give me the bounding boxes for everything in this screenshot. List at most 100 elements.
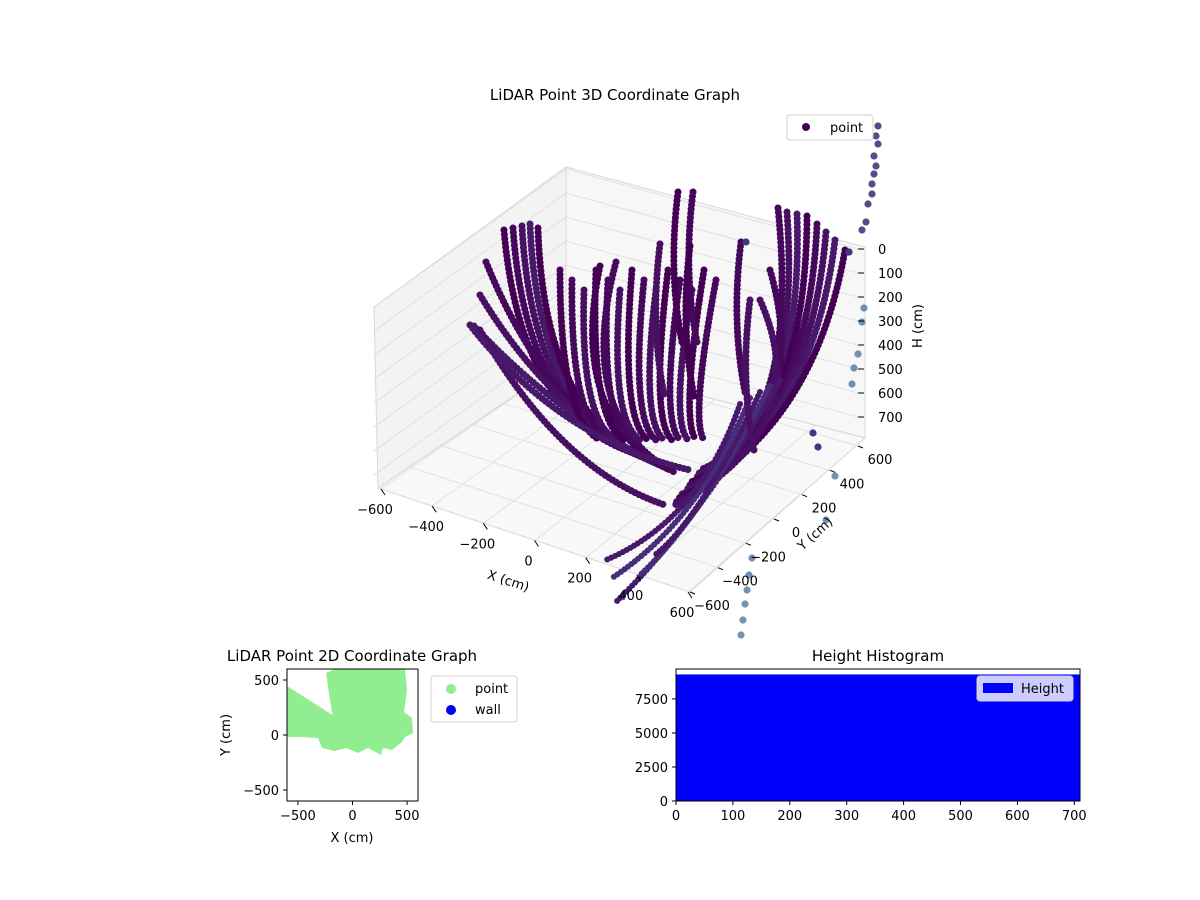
outlier-point <box>743 586 751 594</box>
y-tick-label-3d: 200 <box>812 502 837 517</box>
x-axis-label-2d: X (cm) <box>331 831 374 846</box>
outlier-point <box>845 248 853 256</box>
plot-frame-histogram <box>675 668 1081 802</box>
x-tick-label-hist: 100 <box>720 809 745 824</box>
y-grid-3d <box>503 402 803 496</box>
outlier-point <box>739 616 747 624</box>
point-curve <box>670 188 686 346</box>
x-tick-label-hist: 700 <box>1062 809 1087 824</box>
y-tick-label-hist: 0 <box>660 795 668 810</box>
y-tick-label-hist: 2500 <box>635 761 668 776</box>
legend-point-marker <box>802 123 810 131</box>
x-tick-mark-3d <box>431 505 437 513</box>
x-tick-mark-3d <box>687 591 693 599</box>
z-axis-3d: 0 100 200 300 400 500 600 700 <box>858 243 903 426</box>
legend-3d: point <box>786 114 874 141</box>
point-curve <box>580 286 620 444</box>
y-axis-label-3d: Y (cm) <box>794 515 836 555</box>
outlier-point <box>854 350 862 358</box>
outlier-point <box>741 600 749 608</box>
outlier-point <box>870 152 878 160</box>
y-tick-label-3d: 0 <box>792 526 800 541</box>
outlier-point <box>831 472 839 480</box>
x-tick-label-hist: 200 <box>777 809 802 824</box>
x-tick-label-2d: −500 <box>280 809 316 824</box>
z-tick-label-3d: 300 <box>878 315 903 330</box>
y-tick-mark-3d <box>689 591 696 595</box>
z-tick-label-3d: 400 <box>878 339 903 354</box>
legend-wall-marker-2d <box>446 705 456 715</box>
x-tick-mark-3d <box>585 557 591 564</box>
z-grid-3d <box>373 168 567 308</box>
chart-2d: LiDAR Point 2D Coordinate Graph −500 0 500… <box>219 647 518 846</box>
outlier-point <box>868 190 876 198</box>
z-tick-label-3d: 100 <box>878 267 903 282</box>
outlier-point <box>870 170 878 178</box>
outlier-point <box>858 226 866 234</box>
outlier-point <box>874 140 882 148</box>
axes-histogram: 0 100 200 300 400 500 600 700 0 2500 5000 7500 <box>635 693 1087 824</box>
point-curve <box>624 266 652 444</box>
chart-3d: LiDAR Point 3D Coordinate Graph −600 −400… <box>357 86 926 639</box>
x-tick-label-3d: −600 <box>357 503 393 518</box>
y-tick-mark-3d <box>717 567 724 571</box>
point-curve <box>695 276 720 444</box>
y-tick-mark-3d <box>801 494 808 498</box>
outlier-point <box>737 631 745 639</box>
point-curve <box>742 296 758 454</box>
y-tick-label-hist: 7500 <box>635 693 668 708</box>
outlier-point <box>748 554 756 562</box>
legend-histogram: Height <box>976 675 1074 702</box>
y-tick-label-3d: −200 <box>750 550 786 565</box>
x-tick-mark-3d <box>636 574 642 582</box>
chart-histogram: Height Histogram 0 100 200 300 400 500 600 7000… <box>635 647 1087 824</box>
z-axis-label-3d: H (cm) <box>911 304 926 348</box>
y-tick-mark-3d <box>773 518 780 522</box>
outlier-point <box>872 132 880 140</box>
x-tick-label-3d: −200 <box>459 537 495 552</box>
x-axis-3d: −600 −400 −200 0 200 400 600 <box>357 488 695 621</box>
z-tick-label-3d: 500 <box>878 363 903 378</box>
y-tick-label-2d: 0 <box>271 729 279 744</box>
point-curve <box>682 242 698 400</box>
chart-3d-title: LiDAR Point 3D Coordinate Graph <box>490 86 740 104</box>
x-tick-label-3d: 0 <box>524 555 532 570</box>
legend-point-label-2d: point <box>475 682 508 697</box>
y-tick-label-2d: 500 <box>254 674 279 689</box>
outlier-point <box>848 380 856 388</box>
outlier-point <box>850 364 858 372</box>
y-grid-3d <box>440 445 747 544</box>
x-axis-label-3d: X (cm) <box>485 568 531 596</box>
x-tick-label-hist: 0 <box>672 809 680 824</box>
z-tick-label-3d: 0 <box>878 243 886 258</box>
legend-point-label: point <box>830 121 863 136</box>
x-tick-mark-3d <box>482 523 488 530</box>
outlier-point <box>822 516 830 524</box>
point-curve <box>635 276 660 444</box>
y-grid-3d <box>471 424 775 520</box>
histogram-title: Height Histogram <box>812 647 944 665</box>
axes-2d: −500 0 500 −500 0 500 <box>243 674 419 824</box>
x-tick-label-3d: 400 <box>618 589 643 604</box>
y-tick-label-hist: 5000 <box>635 727 668 742</box>
x-tick-mark-3d <box>534 540 539 547</box>
point-area-2d <box>287 669 413 755</box>
legend-2d: point wall <box>430 675 518 723</box>
y-tick-label-3d: 600 <box>868 453 893 468</box>
outlier-point <box>868 180 876 188</box>
point-curve <box>733 238 749 396</box>
legend-point-marker-2d <box>446 684 456 694</box>
y-grid-3d <box>377 487 691 593</box>
outlier-point <box>745 571 753 579</box>
legend-height-marker <box>983 683 1013 693</box>
y-tick-mark-3d <box>745 542 752 546</box>
x-tick-label-2d: 0 <box>348 809 356 824</box>
y-tick-label-2d: −500 <box>243 784 279 799</box>
x-tick-label-3d: 600 <box>670 606 695 621</box>
legend-height-label: Height <box>1021 682 1064 697</box>
y-axis-label-2d: Y (cm) <box>219 714 234 757</box>
outlier-point <box>874 122 882 130</box>
y-grid-3d <box>565 360 859 447</box>
z-tick-label-3d: 600 <box>878 387 903 402</box>
